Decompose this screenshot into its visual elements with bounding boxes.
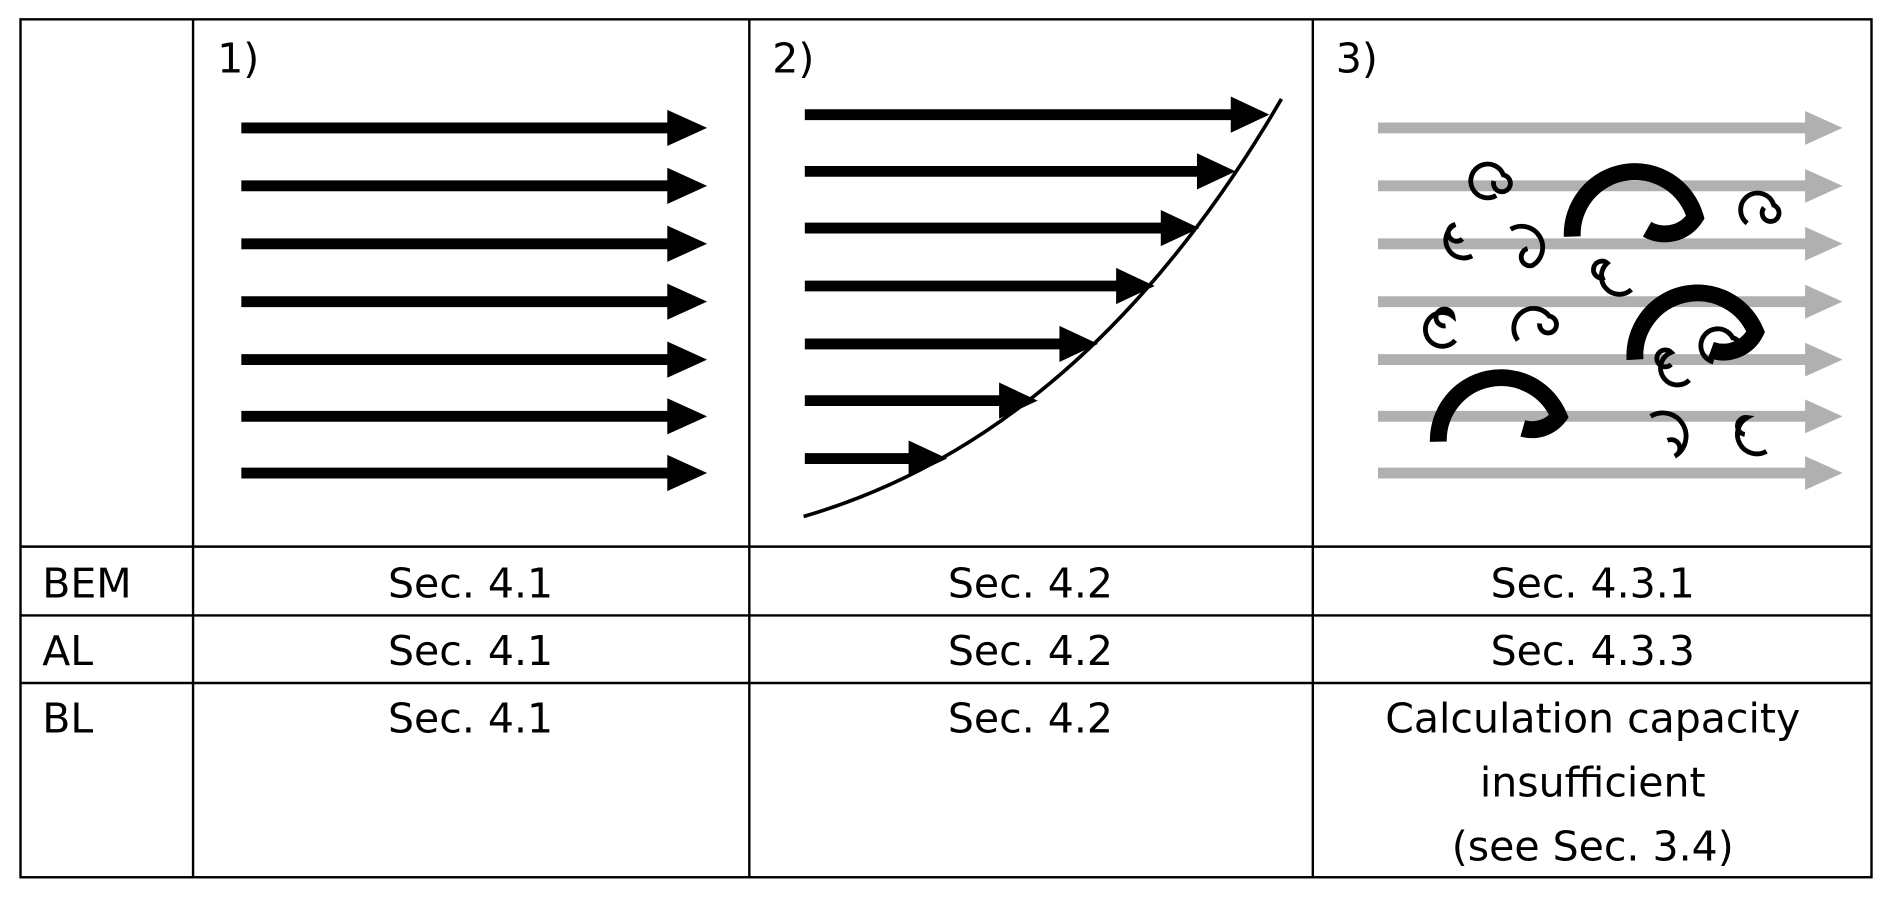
cell: Sec. 4.1 xyxy=(388,627,553,675)
cell: Sec. 4.2 xyxy=(948,627,1113,675)
cell: Sec. 4.1 xyxy=(388,559,553,607)
row-label: BL xyxy=(42,694,93,742)
panel-label: 3) xyxy=(1336,34,1378,82)
cell: Sec. 4.3.3 xyxy=(1491,627,1695,675)
turbulent-flow xyxy=(1377,111,1843,490)
cell: Sec. 4.2 xyxy=(948,694,1113,742)
panel-label: 1) xyxy=(217,34,259,82)
shear-flow-arrows xyxy=(803,96,1284,519)
cell-line: insufficient xyxy=(1480,758,1706,806)
panel-label: 2) xyxy=(772,34,814,82)
row-label: AL xyxy=(42,627,93,675)
cell: Sec. 4.2 xyxy=(948,559,1113,607)
uniform-flow-arrows xyxy=(241,109,708,492)
cell-line: (see Sec. 3.4) xyxy=(1452,822,1734,870)
table-grid xyxy=(19,18,1873,879)
row-label: BEM xyxy=(42,559,131,607)
cell-line: Calculation capacity xyxy=(1385,694,1800,742)
cell: Sec. 4.1 xyxy=(388,694,553,742)
cell: Sec. 4.3.1 xyxy=(1491,559,1695,607)
